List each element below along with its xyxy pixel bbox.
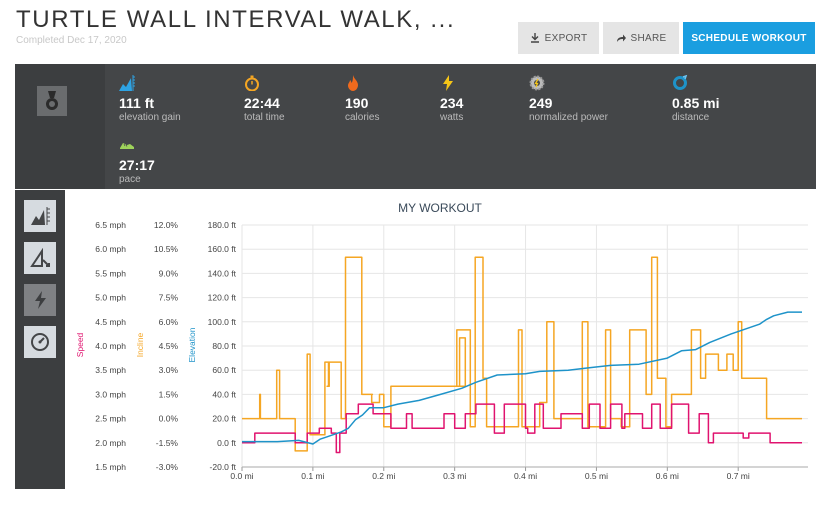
y-tick-label-elevation: 40.0 ft — [212, 389, 236, 399]
y-tick-label-incline: 4.5% — [159, 341, 179, 351]
stat-label: pace — [119, 174, 141, 185]
y-tick-label-incline: -3.0% — [156, 462, 179, 472]
stat-total-time: 22:44 total time — [244, 75, 285, 124]
stat-label: elevation gain — [119, 112, 181, 123]
stat-pace: 27:17 pace — [119, 137, 155, 186]
medal-column — [15, 64, 105, 189]
x-tick-label: 0.4 mi — [514, 471, 537, 481]
speedometer-icon — [31, 333, 49, 351]
ring-icon — [673, 75, 688, 90]
gear-icon — [529, 75, 545, 91]
stat-value: 234 — [440, 95, 464, 111]
stopwatch-icon — [245, 75, 259, 91]
power-mode-button[interactable] — [24, 284, 56, 316]
chart-mode-sidebar — [15, 190, 65, 489]
share-arrow-icon — [616, 34, 626, 42]
y-tick-label-speed: 3.0 mph — [95, 389, 126, 399]
stats-panel: 111 ft elevation gain 22:44 total time 1… — [15, 64, 816, 189]
stat-label: total time — [244, 112, 285, 123]
y-tick-label-speed: 3.5 mph — [95, 365, 126, 375]
completed-date: Completed Dec 17, 2020 — [16, 35, 127, 46]
y-tick-label-speed: 6.0 mph — [95, 244, 126, 254]
x-tick-label: 0.7 mi — [727, 471, 750, 481]
stat-value: 190 — [345, 95, 369, 111]
x-tick-label: 0.0 mi — [230, 471, 253, 481]
y-tick-label-incline: 9.0% — [159, 268, 179, 278]
stat-value: 0.85 mi — [672, 95, 720, 111]
speed-mode-button[interactable] — [24, 326, 56, 358]
y-tick-label-speed: 5.5 mph — [95, 268, 126, 278]
elevation-icon — [119, 75, 135, 91]
chart-plot: MY WORKOUT 1.5 mph -3.0% -20.0 ft 2.0 mph -1… — [65, 190, 816, 489]
y-tick-label-speed: 4.0 mph — [95, 341, 126, 351]
axis-title-incline: Incline — [135, 332, 145, 357]
x-tick-label: 0.3 mi — [443, 471, 466, 481]
y-tick-label-speed: 1.5 mph — [95, 462, 126, 472]
stat-label: watts — [440, 112, 464, 123]
y-tick-label-speed: 2.0 mph — [95, 438, 126, 448]
share-button[interactable]: SHARE — [603, 22, 679, 54]
stat-value: 249 — [529, 95, 553, 111]
y-tick-label-elevation: 180.0 ft — [208, 220, 237, 230]
y-tick-label-incline: 6.0% — [159, 317, 179, 327]
stat-value: 27:17 — [119, 157, 155, 173]
y-tick-label-elevation: 60.0 ft — [212, 365, 236, 375]
y-tick-label-elevation: 140.0 ft — [208, 268, 237, 278]
y-tick-label-speed: 2.5 mph — [95, 414, 126, 424]
y-tick-label-speed: 5.0 mph — [95, 293, 126, 303]
y-tick-label-elevation: 100.0 ft — [208, 317, 237, 327]
stat-label: distance — [672, 112, 710, 123]
series-line-incline — [242, 256, 802, 452]
y-tick-label-incline: 0.0% — [159, 414, 179, 424]
y-tick-label-elevation: 160.0 ft — [208, 244, 237, 254]
y-tick-label-elevation: 0.0 ft — [217, 438, 237, 448]
stat-label: normalized power — [529, 112, 608, 123]
y-tick-label-elevation: 80.0 ft — [212, 341, 236, 351]
bolt-icon — [443, 75, 453, 91]
schedule-workout-button[interactable]: SCHEDULE WORKOUT — [683, 22, 815, 54]
elevation-mode-button[interactable] — [24, 200, 56, 232]
axis-title-speed: Speed — [75, 332, 85, 357]
y-tick-label-incline: -1.5% — [156, 438, 179, 448]
workout-chart: MY WORKOUT 1.5 mph -3.0% -20.0 ft 2.0 mph -1… — [75, 201, 808, 481]
stat-label: calories — [345, 112, 380, 123]
export-button[interactable]: EXPORT — [518, 22, 599, 54]
chart-title: MY WORKOUT — [398, 201, 482, 215]
page-title: TURTLE WALL INTERVAL WALK, ... — [16, 6, 456, 33]
stat-value: 111 ft — [119, 95, 155, 111]
x-tick-label: 0.5 mi — [585, 471, 608, 481]
incline-icon — [30, 248, 50, 267]
stat-value: 22:44 — [244, 95, 280, 111]
y-tick-label-incline: 10.5% — [154, 244, 179, 254]
stat-calories: 190 calories — [345, 75, 379, 124]
series-line-elevation — [242, 311, 802, 445]
download-icon — [530, 33, 539, 43]
stat-watts: 234 watts — [440, 75, 463, 124]
y-tick-label-speed: 4.5 mph — [95, 317, 126, 327]
y-tick-label-elevation: -20.0 ft — [210, 462, 237, 472]
x-tick-label: 0.1 mi — [301, 471, 324, 481]
workout-chart-panel: MY WORKOUT 1.5 mph -3.0% -20.0 ft 2.0 mph -1… — [15, 190, 816, 489]
y-tick-label-incline: 1.5% — [159, 389, 179, 399]
elevation-chart-icon — [31, 207, 50, 225]
y-tick-label-incline: 12.0% — [154, 220, 179, 230]
flame-icon — [348, 75, 358, 91]
y-tick-label-elevation: 20.0 ft — [212, 414, 236, 424]
share-label: SHARE — [630, 32, 667, 44]
incline-mode-button[interactable] — [24, 242, 56, 274]
export-label: EXPORT — [544, 32, 588, 44]
x-tick-label: 0.6 mi — [656, 471, 679, 481]
y-tick-label-incline: 7.5% — [159, 293, 179, 303]
stat-elevation-gain: 111 ft elevation gain — [119, 75, 181, 124]
x-tick-label: 0.2 mi — [372, 471, 395, 481]
medal-icon — [37, 86, 67, 116]
stat-normalized-power: 249 normalized power — [529, 75, 608, 124]
bolt-icon — [35, 291, 46, 309]
stat-distance: 0.85 mi distance — [672, 75, 719, 124]
y-tick-label-speed: 6.5 mph — [95, 220, 126, 230]
y-tick-label-elevation: 120.0 ft — [208, 293, 237, 303]
y-tick-label-incline: 3.0% — [159, 365, 179, 375]
shoe-icon — [120, 143, 134, 149]
axis-title-elevation: Elevation — [187, 327, 197, 362]
